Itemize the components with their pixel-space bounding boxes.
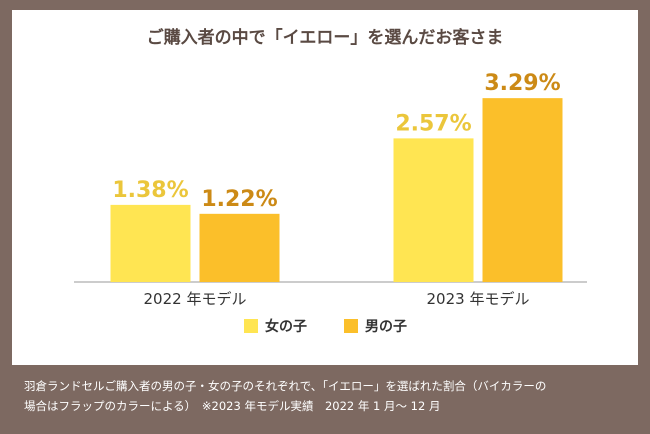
category-label-2: 2023 年モデル — [427, 290, 530, 308]
bar-boy-2 — [482, 98, 563, 282]
category-labels: 2022 年モデル 2023 年モデル — [144, 290, 530, 308]
legend: 女の子 男の子 — [244, 318, 407, 335]
chart-panel: ご購入者の中で「イエロー」を選んだお客さま 1.38% 1.22% 2.57% 3.2… — [12, 10, 638, 365]
legend-swatch-boy — [344, 319, 358, 333]
legend-swatch-girl — [244, 319, 258, 333]
footnote-line-1: 羽倉ランドセルご購入者の男の子・女の子のそれぞれで、「イエロー」を選ばれた割合（… — [24, 379, 547, 393]
bar-boy-1 — [199, 213, 280, 282]
chart-title: ご購入者の中で「イエロー」を選んだお客さま — [147, 27, 504, 48]
value-label-girl-1: 1.38% — [112, 178, 188, 203]
footnote-line-2: 場合はフラップのカラーによる） ※2023 年モデル実績 2022 年 1 月～… — [24, 399, 441, 413]
legend-label-girl: 女の子 — [265, 318, 307, 335]
bars-group: 1.38% 1.22% 2.57% 3.29% — [110, 71, 563, 282]
value-label-boy-1: 1.22% — [201, 187, 277, 212]
legend-label-boy: 男の子 — [365, 319, 407, 335]
category-label-1: 2022 年モデル — [144, 290, 247, 308]
value-label-boy-2: 3.29% — [484, 71, 560, 96]
bar-girl-2 — [393, 138, 474, 282]
bar-chart: ご購入者の中で「イエロー」を選んだお客さま 1.38% 1.22% 2.57% 3.2… — [74, 27, 587, 335]
value-label-girl-2: 2.57% — [395, 111, 471, 136]
footnote: 羽倉ランドセルご購入者の男の子・女の子のそれぞれで、「イエロー」を選ばれた割合（… — [24, 376, 634, 416]
bar-girl-1 — [110, 204, 191, 282]
